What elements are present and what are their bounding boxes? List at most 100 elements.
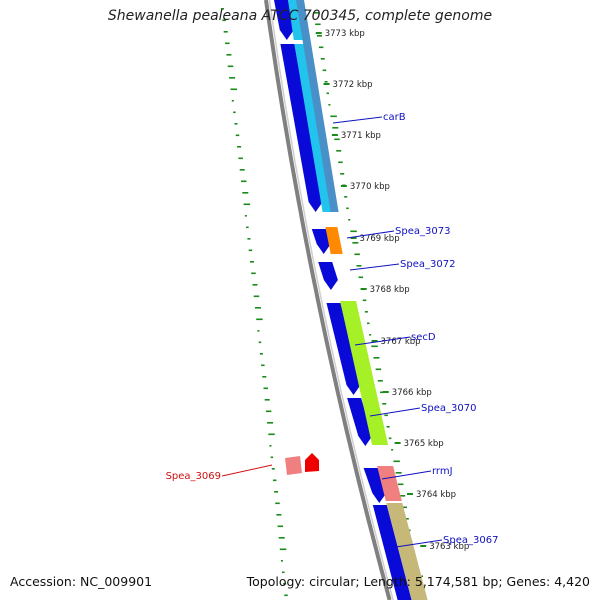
gene-label-leader (395, 539, 443, 548)
gc-dot (324, 81, 328, 83)
gc-dot (251, 272, 256, 275)
gc-dot (362, 299, 367, 302)
gene-label: Spea_3069 (166, 471, 221, 482)
gene-labels: carB Spea_3073 Spea_3072 secD Spea_3070 rrmJ S… (166, 112, 498, 548)
gc-dot (280, 560, 283, 562)
gc-dot (220, 8, 224, 10)
gc-dot (265, 410, 272, 413)
gc-dot (253, 295, 260, 298)
gene-label: carB (383, 112, 406, 123)
gc-dot (234, 123, 238, 125)
gc-dot (358, 276, 364, 279)
gc-dot (336, 150, 342, 152)
gc-dot (354, 253, 360, 256)
gc-dot (386, 426, 390, 428)
gene-label-leader (354, 336, 411, 346)
gc-dot (397, 483, 404, 486)
gc-dot (318, 46, 324, 49)
scale-tick-label: 3764 kbp (416, 490, 456, 500)
gene-arrow (311, 229, 331, 254)
gene-label-leader (346, 230, 395, 239)
gc-dot (246, 226, 249, 229)
gene-arrow (372, 505, 412, 600)
gc-dot (226, 54, 232, 56)
accession-text: Accession: NC_009901 (10, 574, 153, 589)
gc-dot (264, 399, 270, 401)
gc-dot (371, 345, 378, 348)
gc-dot (242, 192, 249, 194)
pink-reverse-gene (285, 456, 302, 475)
scale-tick-label: 3763 kbp (429, 542, 469, 552)
gc-dot (348, 219, 351, 221)
gc-dot (375, 368, 382, 371)
gc-dot (256, 318, 263, 321)
gc-dot (261, 364, 265, 367)
gc-dot (262, 376, 267, 378)
gene-arrow (347, 398, 373, 446)
gc-dot (222, 19, 226, 22)
gc-dot (384, 414, 388, 417)
gc-dot (328, 104, 331, 106)
gc-dot (315, 23, 321, 26)
gc-dot (373, 357, 380, 359)
steel-feature (296, 0, 339, 212)
backbone-line (264, 0, 392, 600)
gc-skew-dots (220, 8, 427, 600)
gene-label-leader (369, 407, 421, 417)
gc-dot (326, 92, 329, 95)
scale-tick-label: 3770 kbp (350, 182, 390, 192)
gc-dot (346, 207, 349, 210)
gc-dot (364, 311, 368, 313)
gc-dot (402, 506, 408, 509)
scale-tick-label: 3772 kbp (333, 80, 373, 90)
gene-label-leader (349, 263, 400, 271)
gc-dot (271, 468, 275, 470)
gc-dot (241, 180, 247, 183)
gc-dot (258, 341, 262, 344)
gc-dot (313, 12, 320, 14)
gc-dot (231, 100, 234, 102)
gc-dot (275, 502, 280, 505)
gc-dot (278, 537, 285, 539)
gc-dot (352, 242, 359, 244)
gc-dot (244, 215, 247, 217)
scale-tick-label: 3766 kbp (392, 388, 432, 398)
gc-dot (238, 157, 243, 160)
gc-dot (400, 495, 406, 497)
gc-dot (322, 69, 327, 72)
gc-dot (233, 111, 236, 114)
red-reverse-gene (305, 453, 319, 472)
gc-dot (350, 230, 357, 233)
topology-text: Topology: circular; Length: 5,174,581 bp… (246, 574, 590, 589)
gc-dot (252, 284, 258, 286)
gc-dot (277, 525, 284, 528)
gc-dot (267, 422, 274, 424)
gc-dot (338, 161, 343, 164)
gc-dot (223, 31, 228, 33)
gc-dot (235, 134, 240, 137)
scale-tick-label: 3765 kbp (404, 439, 444, 449)
gc-dot (395, 472, 402, 474)
gc-dot (356, 265, 362, 267)
gc-dot (239, 169, 245, 171)
gc-dot (404, 518, 409, 520)
gene-label: rrmJ (432, 466, 453, 477)
gc-dot (263, 387, 268, 390)
secD-gene-arrow (326, 303, 361, 395)
scale-ticks: 3773 kbp 3772 kbp 3771 kbp 3770 kbp 3769 kbp… (315, 29, 469, 552)
scale-tick-label: 3773 kbp (325, 29, 365, 39)
lime-feature (340, 301, 389, 445)
gc-dot (247, 238, 251, 240)
gc-dot (330, 115, 337, 118)
gene-label: Spea_3072 (400, 259, 455, 270)
gene-label-leader (332, 116, 383, 124)
gc-dot (274, 491, 279, 493)
gc-dot (320, 58, 325, 60)
gc-dot (270, 456, 274, 459)
gene-label: Spea_3073 (395, 226, 450, 237)
gene-label: secD (411, 332, 436, 343)
gc-dot (276, 514, 282, 516)
gc-dot (369, 334, 372, 336)
gc-dot (225, 42, 230, 45)
